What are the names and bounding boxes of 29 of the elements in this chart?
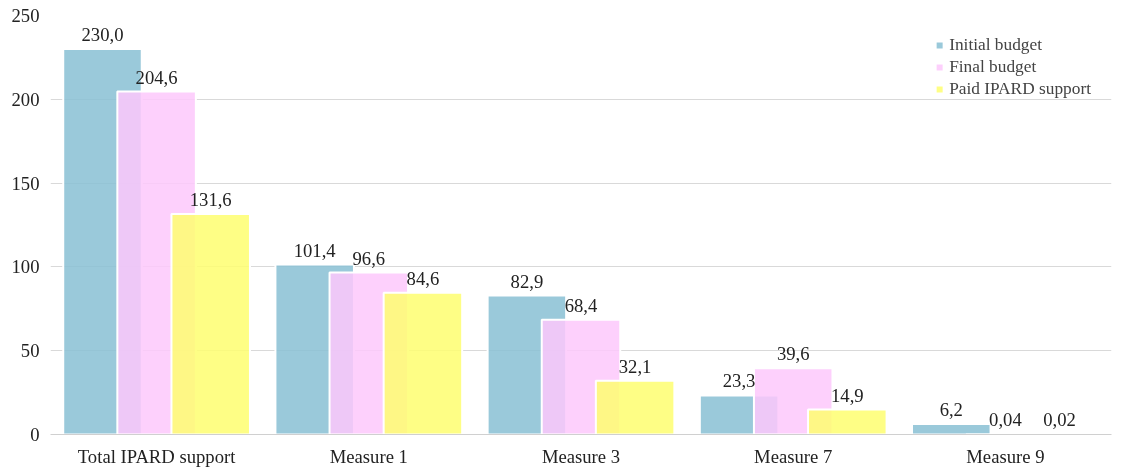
y-tick-label: 200 [11,88,40,110]
legend-label: Final budget [949,57,1037,77]
data-label: 131,6 [189,188,232,210]
x-tick-label: Total IPARD support [77,445,237,467]
data-label: 68,4 [564,294,598,316]
data-label: 23,3 [722,370,756,392]
y-tick-label: 250 [11,5,40,26]
x-tick-label: Measure 9 [966,445,1045,467]
data-label: 204,6 [135,66,178,88]
data-label: 39,6 [776,343,810,365]
data-label: 230,0 [81,24,124,46]
data-label: 32,1 [618,355,652,377]
y-tick-label: 0 [30,424,40,445]
x-tick-label: Measure 3 [541,445,621,467]
data-label: 101,4 [293,239,337,261]
legend-label: Initial budget [949,35,1043,55]
data-label: 0,02 [1043,409,1076,431]
legend-label: Paid IPARD support [949,79,1091,99]
x-tick-label: Measure 1 [329,445,408,467]
x-tick-label: Measure 7 [754,445,833,467]
data-label: 14,9 [830,384,864,406]
data-label: 6,2 [939,399,963,421]
data-label: 96,6 [352,247,386,269]
y-tick-label: 100 [11,256,40,278]
data-label: 0,04 [989,409,1023,431]
y-tick-label: 50 [20,340,40,362]
y-tick-label: 150 [11,172,40,194]
data-label: 82,9 [510,270,544,292]
data-label: 84,6 [406,267,440,289]
